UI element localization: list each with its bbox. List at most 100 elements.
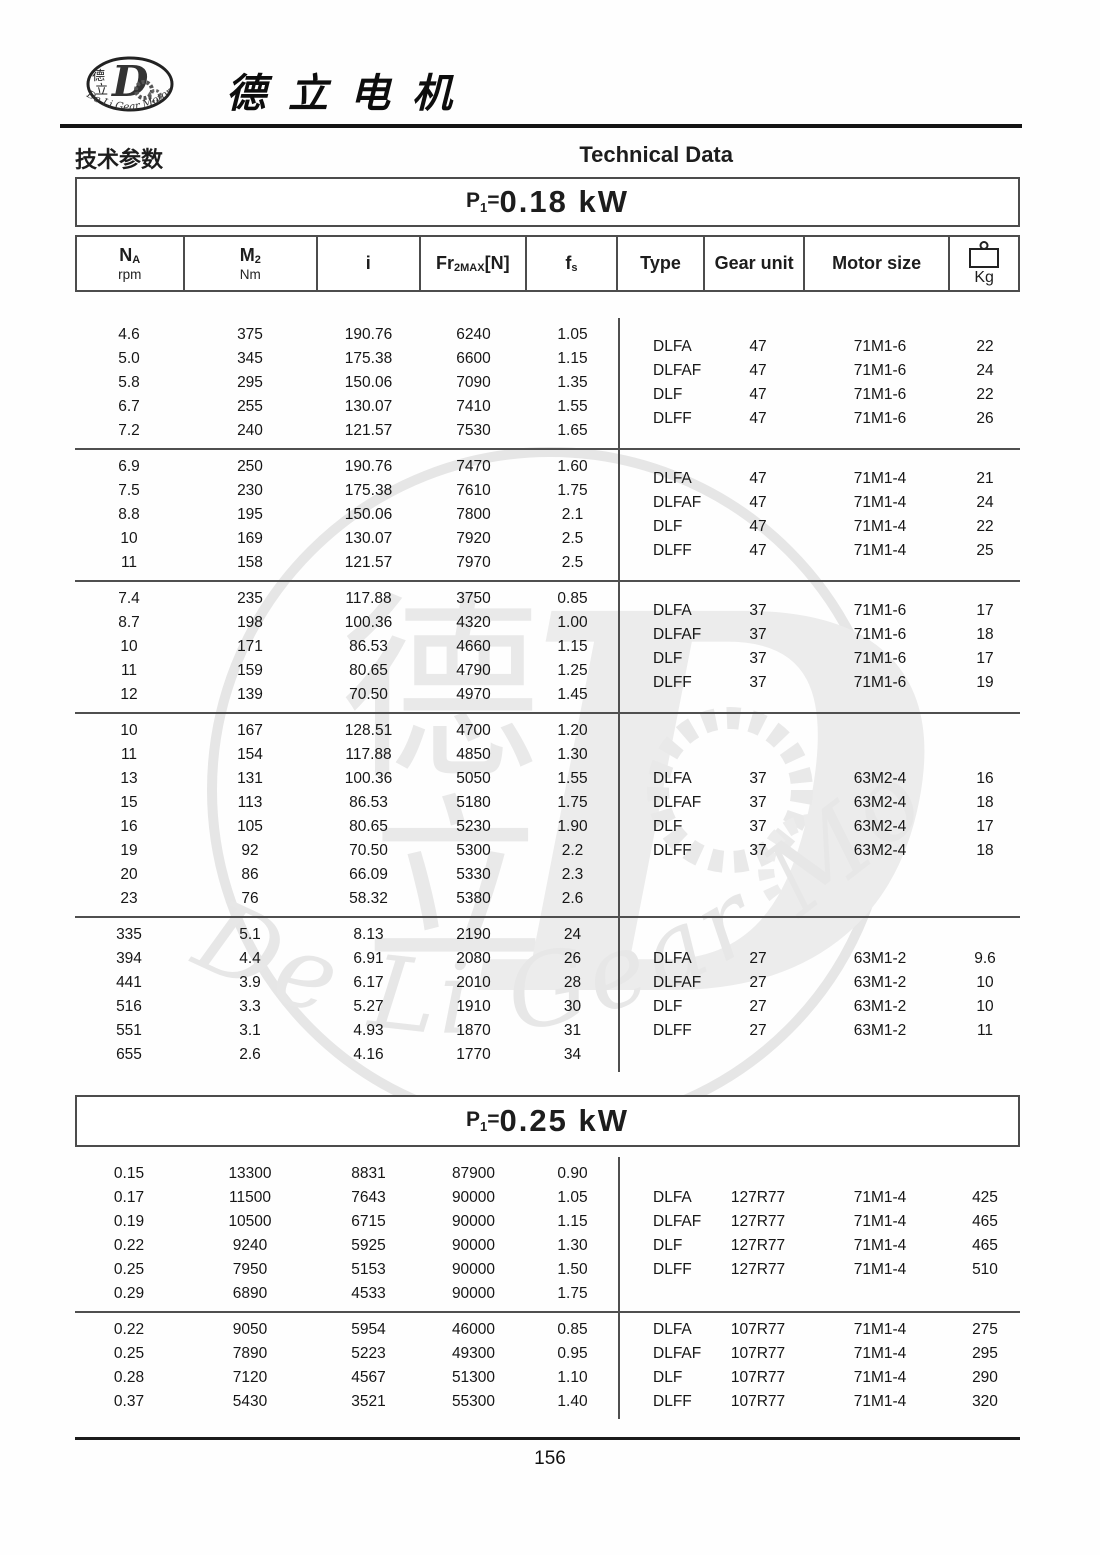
power-value: 0.25 kW <box>499 1103 629 1138</box>
data-cell: DLFAF <box>653 1345 702 1362</box>
table-row: 0.22 9240 5925 90000 1.30 <box>75 1234 618 1258</box>
brand-name: 德立电机 <box>226 70 474 117</box>
data-group: 4.6 375 190.76 6240 1.05 5.0 345 175.38 6600 1.15… <box>75 318 1020 448</box>
col-na: NA rpm <box>77 237 185 290</box>
data-group: 335 5.1 8.13 2190 24 394 4.4 6.91 2080 26 441 3.9 6.… <box>75 916 1020 1072</box>
data-cell: 47 <box>749 362 767 379</box>
data-cell: 7090 <box>456 374 491 391</box>
data-cell: 127R77 <box>730 1261 786 1278</box>
table-row: 11 158 121.57 7970 2.5 <box>75 551 618 575</box>
table-row: 10 171 86.53 4660 1.15 <box>75 635 618 659</box>
section-title-cn: 技术参数 <box>75 147 164 172</box>
data-cell: 100.36 <box>344 614 393 631</box>
header-rule <box>60 124 1022 128</box>
data-cell: 12 <box>120 686 138 703</box>
data-cell: 198 <box>237 614 263 631</box>
data-cell: 0.25 <box>113 1261 145 1278</box>
data-cell: 5.8 <box>118 374 140 391</box>
data-cell: 71M1-6 <box>853 386 907 403</box>
data-cell: DLFAF <box>653 794 702 811</box>
data-cell: 510 <box>972 1261 998 1278</box>
table-row: 19 92 70.50 5300 2.2 <box>75 839 618 863</box>
col-fs: fs <box>527 237 618 290</box>
data-cell: 275 <box>972 1321 998 1338</box>
power-value: 0.18 kW <box>499 184 629 219</box>
data-cell: 1.30 <box>557 1237 588 1254</box>
svg-text:立: 立 <box>95 83 108 98</box>
data-group: 0.15 13300 8831 87900 0.90 0.17 11500 7643 90000… <box>75 1157 1020 1311</box>
data-cell: 13 <box>120 770 138 787</box>
data-cell: 10500 <box>228 1213 272 1230</box>
data-cell: 86.53 <box>349 794 388 811</box>
table-row: DLF 107R77 71M1-4 290 <box>620 1366 1020 1390</box>
data-cell: 425 <box>972 1189 998 1206</box>
table-row: DLFAF 27 63M1-2 10 <box>620 971 1020 995</box>
data-cell: 5330 <box>456 866 491 883</box>
table-row: 0.29 6890 4533 90000 1.75 <box>75 1282 618 1306</box>
data-cell: DLF <box>653 650 683 667</box>
data-cell: 2.6 <box>239 1046 261 1063</box>
data-cell: DLF <box>653 386 683 403</box>
data-cell: 11 <box>976 1022 994 1039</box>
data-cell: 15 <box>120 794 138 811</box>
data-cell: 154 <box>237 746 263 763</box>
table-row: 10 167 128.51 4700 1.20 <box>75 719 618 743</box>
data-cell: 1770 <box>456 1046 491 1063</box>
data-cell: DLFAF <box>653 1213 702 1230</box>
data-cell: 295 <box>972 1345 998 1362</box>
data-cell: 26 <box>563 950 582 967</box>
data-cell: 6.91 <box>353 950 384 967</box>
table-row: DLFA 107R77 71M1-4 275 <box>620 1318 1020 1342</box>
data-cell: 3.9 <box>239 974 261 991</box>
data-cell: 70.50 <box>349 842 388 859</box>
table-row: 5.8 295 150.06 7090 1.35 <box>75 371 618 395</box>
data-cell: 31 <box>563 1022 582 1039</box>
data-cell: 4.93 <box>353 1022 384 1039</box>
data-cell: 37 <box>749 602 767 619</box>
type-rows: DLFA 27 63M1-2 9.6 DLFAF 27 63M1-2 10 DLF 27 63M1-… <box>618 918 1020 1072</box>
data-cell: 86.53 <box>349 638 388 655</box>
data-cell: 37 <box>749 842 767 859</box>
data-cell: 49300 <box>451 1345 496 1362</box>
data-cell: 47 <box>749 338 767 355</box>
data-cell: 71M1-6 <box>853 602 907 619</box>
data-cell: 171 <box>237 638 263 655</box>
data-cell: 0.19 <box>113 1213 145 1230</box>
data-cell: DLFF <box>653 1022 692 1039</box>
data-cell: 11500 <box>229 1189 271 1206</box>
data-cell: DLF <box>653 998 683 1015</box>
data-cell: 24 <box>976 494 994 511</box>
data-cell: 113 <box>237 794 263 811</box>
data-cell: 4850 <box>456 746 491 763</box>
data-cell: 90000 <box>451 1237 496 1254</box>
data-cell: 516 <box>116 998 142 1015</box>
ratio-rows: 335 5.1 8.13 2190 24 394 4.4 6.91 2080 26 441 3.9 6.… <box>75 918 618 1072</box>
table-row: 655 2.6 4.16 1770 34 <box>75 1043 618 1067</box>
data-cell: 24 <box>563 926 582 943</box>
section-title-en: Technical Data <box>579 142 733 167</box>
data-cell: 0.37 <box>113 1393 145 1410</box>
data-cell: 10 <box>976 998 994 1015</box>
data-cell: 25 <box>976 542 994 559</box>
col-kg: Kg <box>950 237 1018 290</box>
table-row: 23 76 58.32 5380 2.6 <box>75 887 618 911</box>
data-cell: 121.57 <box>344 422 393 439</box>
data-cell: 18 <box>976 626 994 643</box>
data-cell: 128.51 <box>344 722 393 739</box>
data-cell: 1910 <box>456 998 491 1015</box>
table-row: 4.6 375 190.76 6240 1.05 <box>75 323 618 347</box>
data-cell: 4790 <box>456 662 491 679</box>
table-row: DLFAF 107R77 71M1-4 295 <box>620 1342 1020 1366</box>
data-cell: 1.05 <box>557 1189 588 1206</box>
data-cell: 22 <box>976 518 994 535</box>
data-cell: 345 <box>237 350 263 367</box>
data-cell: 30 <box>563 998 582 1015</box>
data-cell: DLFA <box>653 602 692 619</box>
col-motor-size: Motor size <box>805 237 951 290</box>
data-cell: 1.40 <box>557 1393 588 1410</box>
data-cell: DLF <box>653 1369 683 1386</box>
data-cell: 7120 <box>232 1369 268 1386</box>
data-cell: DLFF <box>653 410 692 427</box>
data-cell: 0.28 <box>113 1369 145 1386</box>
data-cell: 17 <box>976 818 994 835</box>
